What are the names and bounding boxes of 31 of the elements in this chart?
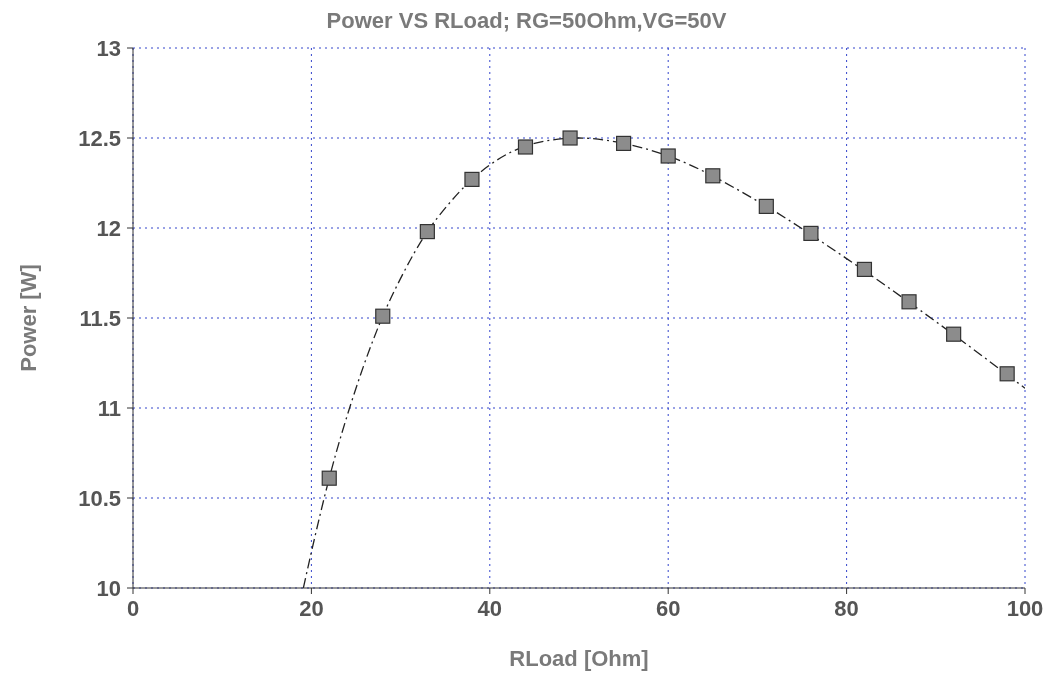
- point: [705, 168, 721, 184]
- point: [375, 308, 391, 324]
- point: [517, 139, 534, 155]
- y-tick-label: 13: [96, 35, 121, 61]
- y-tick-label: 11.5: [79, 305, 121, 331]
- point: [999, 366, 1015, 382]
- point: [803, 225, 819, 241]
- point: [419, 224, 435, 240]
- x-axis-title: RLoad [Ohm]: [509, 646, 649, 671]
- point: [616, 135, 632, 151]
- x-tick-label: 20: [299, 595, 324, 621]
- y-tick-label: 12.5: [78, 125, 121, 151]
- x-tick-label: 40: [477, 595, 503, 621]
- point: [660, 148, 676, 164]
- point: [562, 130, 578, 146]
- chart-title: Power VS RLoad; RG=50Ohm,VG=50V: [326, 8, 727, 33]
- y-tick-label: 11: [97, 395, 121, 421]
- y-tick-label: 10.5: [78, 485, 121, 511]
- x-tick-label: 0: [126, 595, 140, 621]
- x-tick-label: 100: [1006, 595, 1044, 621]
- y-axis-title: Power [W]: [15, 264, 41, 372]
- point: [856, 261, 873, 277]
- point: [464, 171, 480, 187]
- x-tick-label: 60: [655, 595, 681, 621]
- point: [946, 326, 962, 342]
- point: [321, 470, 337, 486]
- y-tick-label: 10: [96, 575, 121, 601]
- y-tick-label: 12: [96, 215, 121, 241]
- point: [758, 198, 774, 214]
- x-tick-label: 80: [834, 595, 859, 621]
- point: [901, 294, 917, 310]
